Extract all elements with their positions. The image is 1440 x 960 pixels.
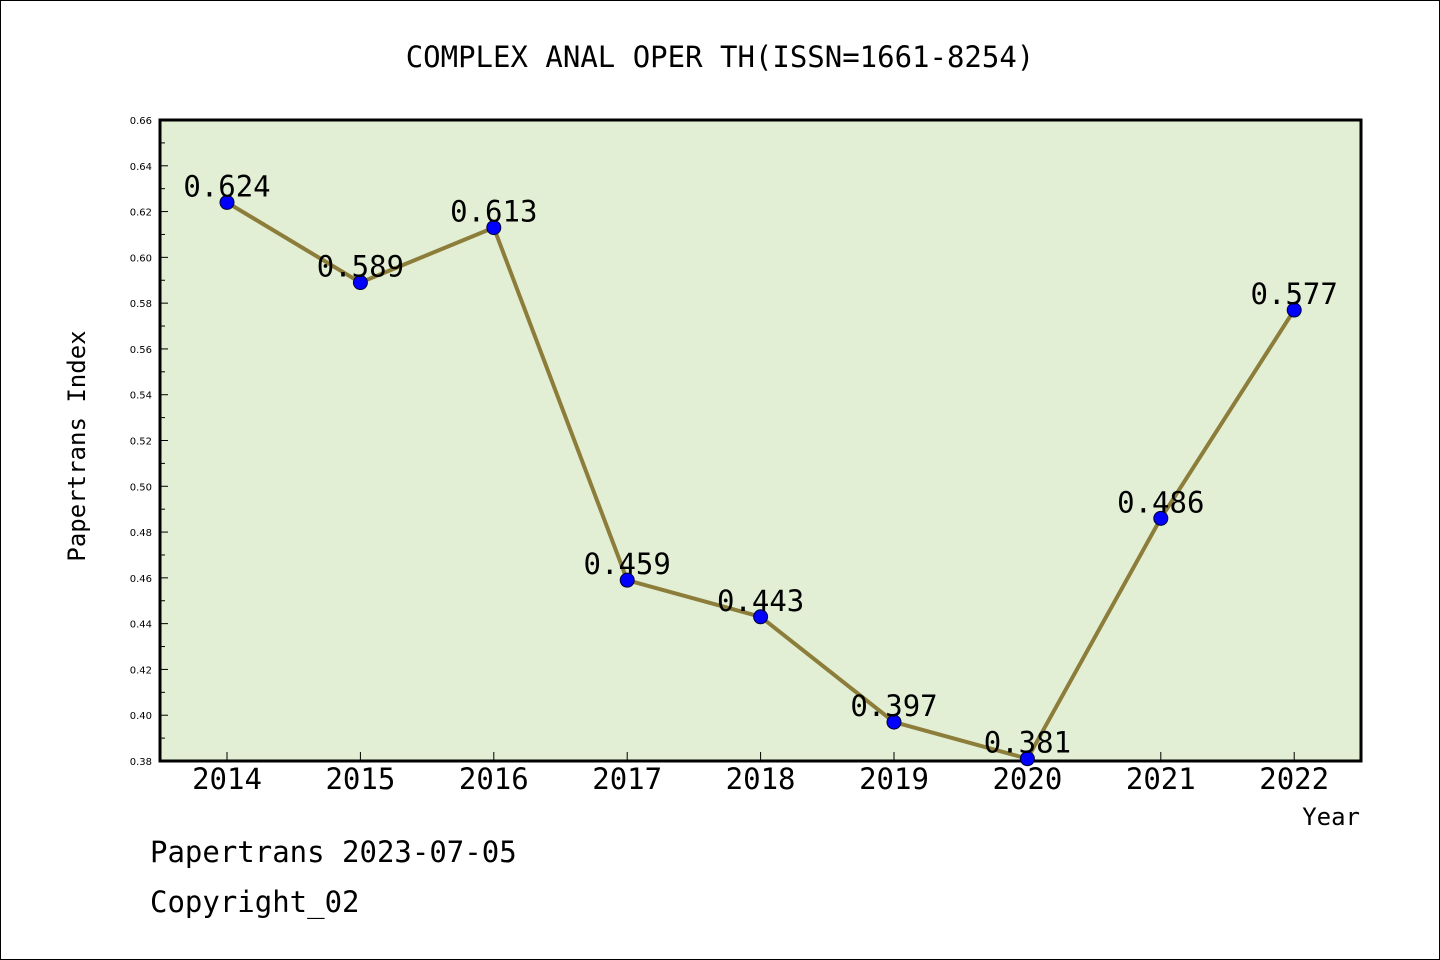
x-tick-label: 2017: [592, 762, 662, 796]
data-point: [486, 220, 502, 236]
y-tick-label: 0.60: [130, 253, 152, 264]
x-axis: 2014 2015 2016 2017 2018 2019 2020 2021 2022: [192, 752, 1329, 796]
y-tick-label: 0.42: [130, 665, 152, 676]
y-tick-label: 0.52: [130, 437, 152, 448]
x-tick-label: 2016: [459, 762, 529, 796]
data-label: 0.397: [850, 689, 937, 723]
x-axis-label: Year: [1302, 803, 1360, 831]
data-label: 0.459: [584, 547, 671, 581]
y-tick-label: 0.46: [130, 574, 152, 585]
data-point: [1286, 302, 1302, 318]
plot-area: [158, 118, 1363, 763]
x-tick-label: 2021: [1126, 762, 1196, 796]
x-tick-label: 2020: [992, 762, 1062, 796]
data-point: [753, 609, 769, 625]
y-tick-label: 0.66: [130, 116, 152, 127]
footer-copyright: Copyright_02: [150, 885, 360, 919]
data-label: 0.443: [717, 584, 804, 618]
x-tick-label: 2019: [859, 762, 929, 796]
y-axis: 0.38 0.40 0.42 0.44 0.46 0.48 0.50 0.52 0.54 0.56…: [130, 116, 168, 768]
x-tick-label: 2014: [192, 762, 262, 796]
x-tick-label: 2018: [726, 762, 796, 796]
y-tick-label: 0.64: [130, 162, 152, 173]
data-label: 0.381: [984, 726, 1071, 760]
chart-title: COMPLEX ANAL OPER TH(ISSN=1661-8254): [406, 40, 1035, 74]
y-tick-label: 0.56: [130, 345, 152, 356]
data-point: [352, 275, 368, 291]
data-point: [886, 714, 902, 730]
x-tick-label: 2022: [1259, 762, 1329, 796]
y-tick-label: 0.48: [130, 528, 152, 539]
data-label: 0.589: [317, 250, 404, 284]
y-tick-label: 0.38: [130, 757, 152, 768]
footer-date: Papertrans 2023-07-05: [150, 835, 517, 869]
y-tick-label: 0.50: [130, 482, 152, 493]
y-tick-label: 0.58: [130, 299, 152, 310]
y-tick-label: 0.62: [130, 208, 152, 219]
y-tick-label: 0.40: [130, 711, 152, 722]
x-tick-label: 2015: [325, 762, 395, 796]
data-label: 0.577: [1251, 277, 1338, 311]
data-point: [619, 572, 635, 588]
data-points: [219, 194, 1302, 767]
data-point: [1153, 510, 1169, 526]
data-point: [1019, 751, 1035, 767]
data-label: 0.613: [450, 195, 537, 229]
y-axis-label: Papertrans Index: [63, 330, 91, 561]
y-tick-label: 0.44: [130, 620, 152, 631]
data-label: 0.486: [1117, 485, 1204, 519]
data-label: 0.624: [183, 169, 270, 203]
y-tick-label: 0.54: [130, 391, 152, 402]
data-labels: 0.624 0.589 0.613 0.459 0.443 0.397 0.381 0.486…: [183, 169, 1338, 759]
data-point: [219, 194, 235, 210]
